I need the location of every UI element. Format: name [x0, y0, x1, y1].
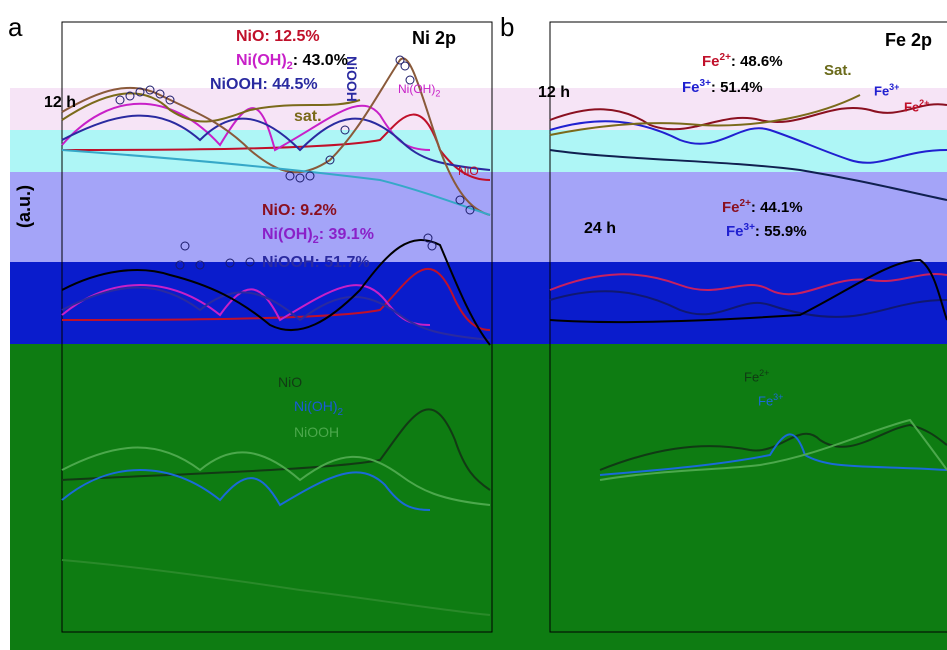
b1-fe2-label: Fe2+: 48.6%	[702, 52, 783, 70]
b1-peak-fe2: Fe2+	[904, 98, 929, 114]
b2-time-label: 24 h	[584, 220, 617, 237]
panel-a-title: Ni 2p	[412, 28, 457, 48]
a1-nioh2-sub: 2	[286, 60, 293, 73]
a2-niooh-label: NiOOH: 51.7%	[262, 254, 370, 271]
a2-nioh2-sub: 2	[312, 234, 319, 247]
b2-fe3-curve	[549, 290, 947, 318]
b1-sat-label: Sat.	[824, 62, 852, 79]
a2-niooh-curve	[61, 286, 491, 341]
panel-b-letter: b	[500, 12, 515, 42]
a3-legend-nioh2: Ni(OH)2	[294, 398, 343, 418]
b1-peak-fe3: Fe3+	[874, 82, 899, 98]
a1-sat-label: sat.	[294, 108, 322, 125]
a1-niooh-curve	[61, 114, 491, 171]
a1-nioh2-text: Ni(OH)	[236, 52, 287, 69]
panel-a-row1-curves	[61, 57, 491, 216]
a3-nio-curve	[61, 408, 491, 491]
b1-fe2-curve	[549, 103, 947, 131]
a3-legend-nioh2-text: Ni(OH)	[294, 398, 338, 414]
a1-nio-label: NiO: 12.5%	[236, 28, 320, 45]
b1-peak-fe2-sup: 2+	[919, 98, 930, 108]
b2-fe3-val: : 55.9%	[754, 223, 807, 240]
a1-nioh2-val: : 43.0%	[292, 52, 348, 69]
a1-sat-curve	[61, 92, 361, 123]
band-blue	[10, 262, 947, 344]
a2-envelope	[61, 239, 491, 346]
b1-fe3-sup: 3+	[699, 78, 711, 89]
a1-envelope	[61, 57, 491, 216]
a2-nioh2-curve	[61, 284, 431, 326]
a1-peak-nioh2: Ni(OH)2	[398, 82, 440, 98]
b3-legend-fe2-sup: 2+	[759, 368, 770, 378]
b1-fe2-text: Fe	[702, 53, 720, 70]
b3-sat-curve	[599, 418, 947, 481]
band-pink	[10, 88, 947, 130]
a3-niooh-curve	[61, 446, 491, 506]
b1-time-label: 12 h	[538, 84, 571, 101]
a3-nioh2-curve	[61, 469, 431, 511]
panel-a-data-points	[115, 55, 475, 270]
b3-legend-fe3-sup: 3+	[773, 392, 784, 402]
b2-fe3-text: Fe	[726, 223, 744, 240]
b2-fe2-sup: 2+	[739, 198, 751, 209]
a3-legend-niooh: NiOOH	[294, 424, 340, 440]
b3-legend-fe3: Fe3+	[758, 392, 783, 408]
b1-fe3-val: : 51.4%	[710, 79, 763, 96]
b2-envelope	[549, 258, 947, 324]
a1-peak-nioh2-text: Ni(OH)	[398, 82, 436, 96]
a2-nioh2-label: Ni(OH)2: 39.1%	[262, 226, 374, 246]
a1-time-label: 12 h	[44, 94, 77, 111]
a1-peak-nio: NiO	[458, 164, 479, 178]
a3-legend-nio: NiO	[278, 374, 303, 390]
panel-b-frame	[549, 21, 947, 633]
panel-b-row1-curves	[549, 94, 947, 201]
b1-sat-curve	[549, 94, 861, 136]
b1-fe2-sup: 2+	[719, 52, 731, 63]
b2-fe2-label: Fe2+: 44.1%	[722, 198, 803, 216]
b2-fe3-sup: 3+	[743, 222, 755, 233]
b1-fe3-text: Fe	[682, 79, 700, 96]
a3-legend-nioh2-sub: 2	[337, 406, 344, 418]
band-green	[10, 344, 947, 650]
a1-peak-niooh: NiOOH	[344, 56, 360, 102]
a3-envelope	[61, 559, 491, 616]
b3-legend-fe2: Fe2+	[744, 368, 769, 384]
b3-legend-fe3-text: Fe	[758, 393, 774, 409]
a1-nioh2-curve	[61, 102, 431, 152]
panel-a-row3-curves	[61, 408, 491, 616]
panel-a-frame	[61, 21, 493, 633]
a2-nio-curve	[61, 267, 491, 331]
panel-a-ylabel: (a.u.)	[14, 185, 34, 228]
b1-peak-fe3-text: Fe	[874, 83, 890, 99]
a2-nioh2-text: Ni(OH)	[262, 226, 313, 243]
b2-fe2-curve	[549, 273, 947, 296]
b1-peak-fe3-sup: 3+	[889, 82, 900, 92]
a1-baseline	[61, 149, 491, 216]
a1-nioh2-label: Ni(OH)2: 43.0%	[236, 52, 348, 72]
panel-b-title: Fe 2p	[885, 30, 933, 50]
b1-peak-fe2-text: Fe	[904, 99, 920, 115]
b2-fe2-text: Fe	[722, 199, 740, 216]
a2-nioh2-val: : 39.1%	[318, 226, 374, 243]
a1-peak-nioh2-sub: 2	[435, 88, 441, 99]
a1-nio-curve	[61, 113, 491, 181]
b1-fe2-val: : 48.6%	[730, 53, 783, 70]
band-lavender	[10, 172, 947, 262]
b2-fe2-val: : 44.1%	[750, 199, 803, 216]
panel-a-letter: a	[8, 12, 23, 42]
b1-fe3-label: Fe3+: 51.4%	[682, 78, 763, 96]
panel-b-row3-curves	[599, 418, 947, 481]
b3-legend-fe2-text: Fe	[744, 369, 760, 385]
a2-nio-label: NiO: 9.2%	[262, 202, 337, 219]
panel-a-row2-curves	[61, 239, 491, 346]
b2-fe3-label: Fe3+: 55.9%	[726, 222, 807, 240]
a1-niooh-label: NiOOH: 44.5%	[210, 76, 318, 93]
b3-fe3-curve	[599, 433, 947, 476]
b1-envelope	[549, 149, 947, 201]
panel-b-row2-curves	[549, 258, 947, 324]
